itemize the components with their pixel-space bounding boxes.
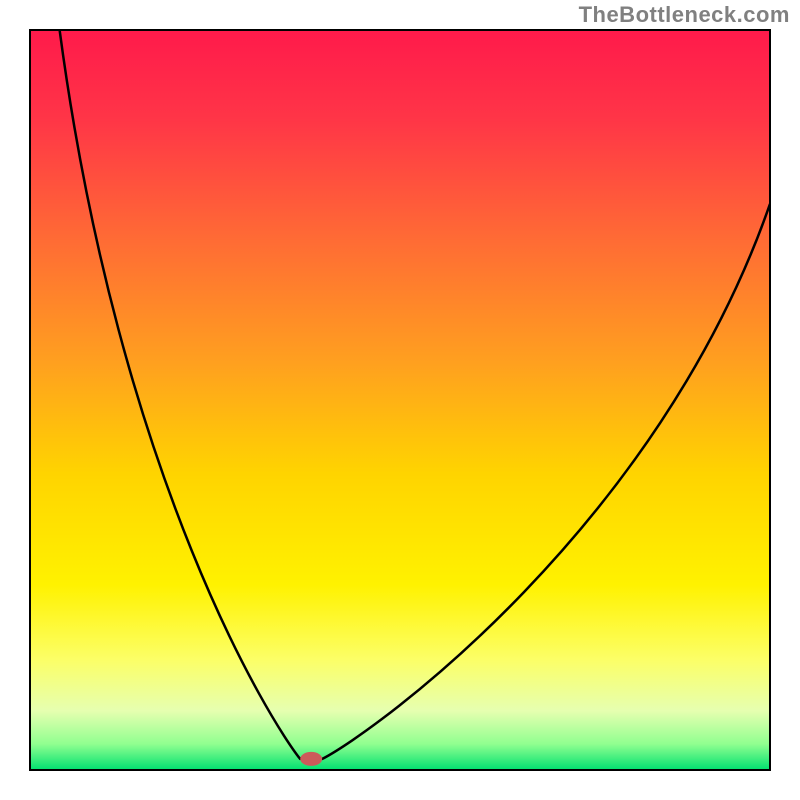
watermark-text: TheBottleneck.com xyxy=(579,2,790,28)
chart-container: TheBottleneck.com xyxy=(0,0,800,800)
bottleneck-chart xyxy=(0,0,800,800)
plot-area xyxy=(30,30,770,770)
apex-marker xyxy=(300,752,322,766)
